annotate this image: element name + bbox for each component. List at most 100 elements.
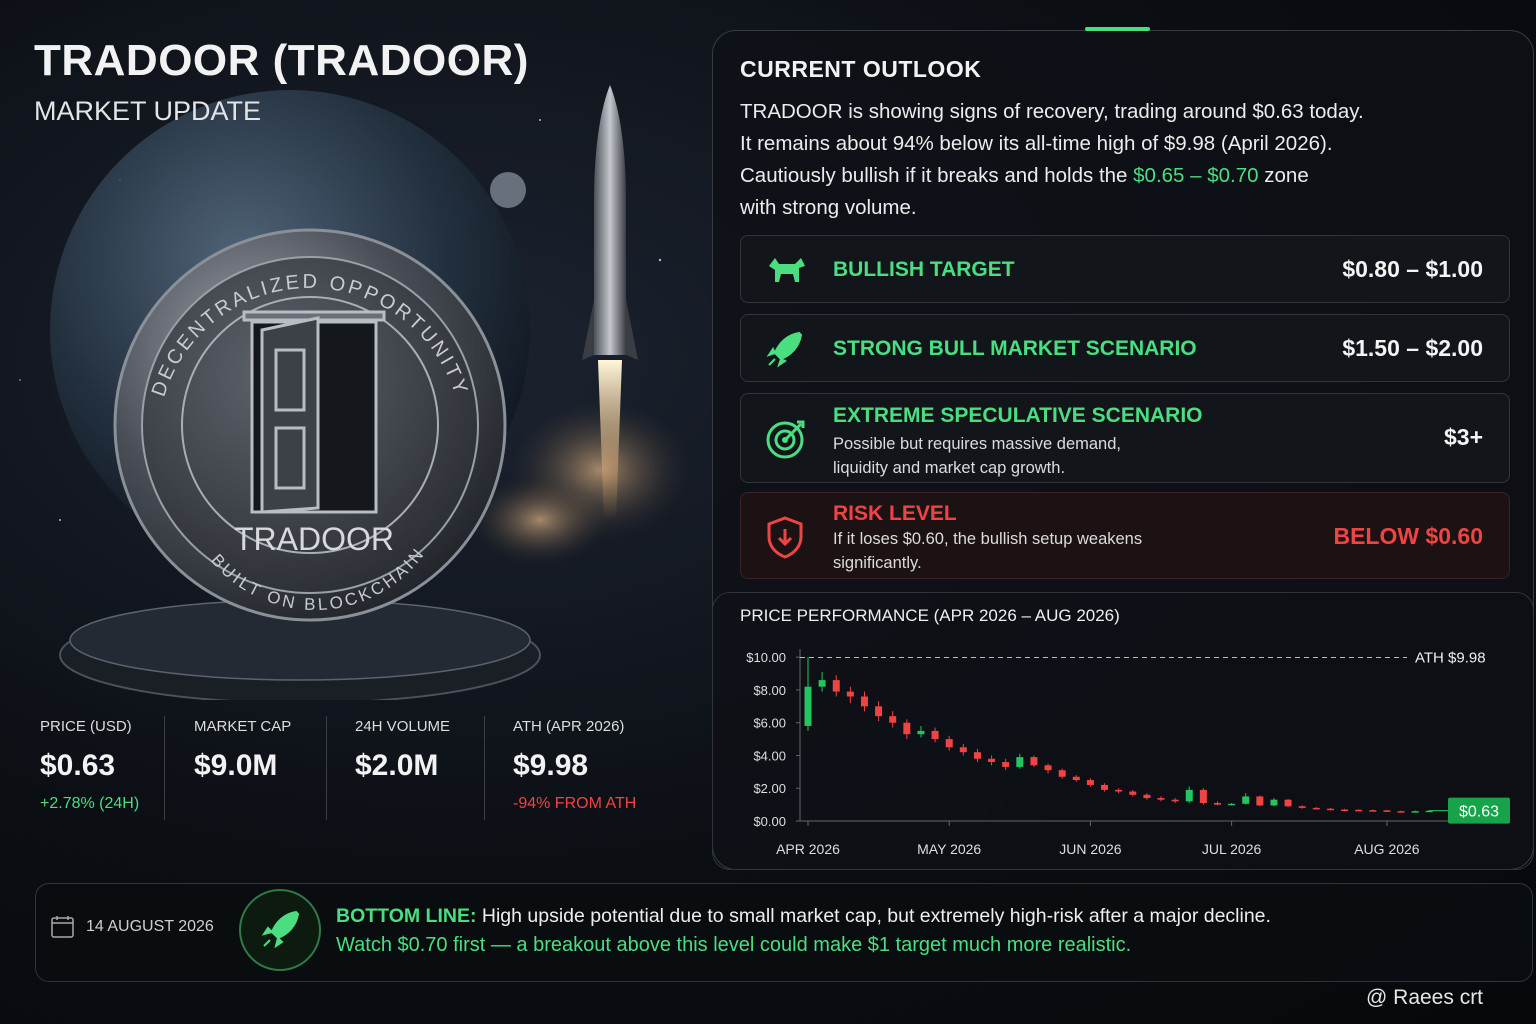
target-icon (766, 420, 805, 459)
y-tick-label: $10.00 (746, 650, 786, 665)
candle-body (945, 739, 953, 748)
title: TRADOOR (TRADOOR) (34, 36, 529, 85)
scenario-value: $1.50 – $2.00 (1342, 335, 1483, 361)
separator (326, 716, 327, 820)
bottom-line: BOTTOM LINE: High upside potential due t… (336, 905, 1271, 928)
stat-label: MARKET CAP (194, 718, 292, 735)
candle-body (1016, 757, 1024, 767)
decoration (658, 258, 662, 262)
candle-body (1355, 809, 1363, 812)
candle-body (1397, 811, 1405, 813)
decoration (260, 316, 320, 514)
candle-body (1213, 802, 1221, 805)
decoration (52, 916, 73, 924)
rocket (582, 85, 638, 360)
risk-value: BELOW $0.60 (1333, 523, 1483, 549)
ath-label: ATH $9.98 (1415, 650, 1486, 667)
candle-body (1298, 806, 1306, 808)
decoration (51, 917, 74, 938)
candle-body (1157, 798, 1165, 800)
candle-body (1270, 799, 1278, 806)
rocket-flame (598, 360, 622, 520)
date: 14 AUGUST 2026 (86, 918, 214, 935)
stat-note: +2.78% (24H) (40, 795, 140, 812)
separator (164, 716, 165, 820)
decoration (769, 258, 805, 282)
decoration (774, 429, 796, 451)
candle-body (1129, 791, 1137, 795)
stat-value: $2.0M (355, 749, 439, 782)
candle-body (1312, 807, 1320, 810)
accent-bar (1085, 27, 1150, 31)
candle-body (1044, 765, 1052, 771)
decoration (459, 59, 461, 61)
candle-body (903, 722, 911, 735)
scenario-value: $3+ (1443, 424, 1483, 450)
decoration (19, 379, 21, 381)
candle-body (846, 691, 854, 697)
risk-title: RISK LEVEL (833, 502, 957, 525)
candle-body (1185, 789, 1193, 802)
x-tick-label: APR 2026 (776, 841, 840, 857)
y-tick-label: $0.00 (753, 814, 786, 829)
candle-body (818, 680, 826, 687)
stat: 24H VOLUME $2.0M (355, 718, 505, 783)
scenario-card: EXTREME SPECULATIVE SCENARIO Possible bu… (740, 393, 1510, 483)
outlook-line: It remains about 94% below its all-time … (740, 132, 1333, 155)
y-tick-label: $4.00 (753, 748, 786, 763)
decoration (261, 910, 300, 949)
stat-value: $9.98 (513, 749, 589, 782)
stat-label: 24H VOLUME (355, 718, 451, 735)
candle-body (1030, 757, 1038, 766)
candle-body (1086, 780, 1094, 785)
outlook-text: TRADOOR is showing signs of recovery, tr… (740, 96, 1364, 224)
outlook-line: Cautiously bullish if it breaks and hold… (740, 160, 1364, 192)
candle-body (1228, 803, 1236, 806)
stat-label: ATH (APR 2026) (513, 718, 625, 735)
candle-body (889, 716, 897, 723)
stat: ATH (APR 2026) $9.98 -94% FROM ATH (513, 718, 663, 813)
stat-value: $9.0M (194, 749, 278, 782)
scenario-title: EXTREME SPECULATIVE SCENARIO (833, 404, 1203, 427)
candle-body (1101, 784, 1109, 790)
candle-body (1199, 789, 1207, 803)
decoration (539, 119, 541, 121)
candle-body (804, 686, 812, 726)
outlook-title: CURRENT OUTLOOK (740, 56, 982, 82)
candle-body (1411, 811, 1419, 813)
coin-name: TRADOOR (234, 521, 394, 557)
candle-body (1383, 810, 1391, 812)
chart-panel (712, 592, 1534, 870)
bottom-text: High upside potential due to small marke… (481, 905, 1271, 927)
last-price-badge (1448, 797, 1510, 824)
decoration (766, 331, 803, 368)
scenario-card: STRONG BULL MARKET SCENARIO $1.50 – $2.0… (740, 314, 1510, 382)
stat: MARKET CAP $9.0M (194, 718, 344, 783)
bottom-icon (239, 889, 321, 971)
candle-body (1072, 776, 1080, 781)
door (242, 310, 386, 514)
smoke (470, 475, 610, 565)
scenario-description: Possible but requires massive demand, li… (833, 435, 1121, 477)
hero-art: DECENTRALIZED OPPORTUNITY TRADOOR BUILT … (19, 59, 690, 700)
stat-label: PRICE (USD) (40, 718, 132, 735)
candle-body (1143, 794, 1151, 799)
candle-body (917, 730, 925, 735)
risk-description: If it loses $0.60, the bullish setup wea… (833, 530, 1143, 572)
candle-body (1256, 796, 1264, 806)
bull-icon (769, 258, 805, 282)
candle-body (1326, 808, 1334, 811)
stat-note: -94% FROM ATH (513, 795, 637, 812)
separator (484, 716, 485, 820)
decoration (766, 421, 804, 459)
outlook-line: with strong volume. (740, 196, 917, 219)
candle-body (1115, 789, 1123, 792)
candle-body (988, 758, 996, 763)
decoration (767, 516, 803, 559)
decoration (274, 348, 306, 412)
scenario-title: STRONG BULL MARKET SCENARIO (833, 337, 1197, 360)
candle-body (1058, 770, 1066, 777)
x-tick-label: MAY 2026 (917, 841, 981, 857)
candle-body (1425, 810, 1433, 813)
